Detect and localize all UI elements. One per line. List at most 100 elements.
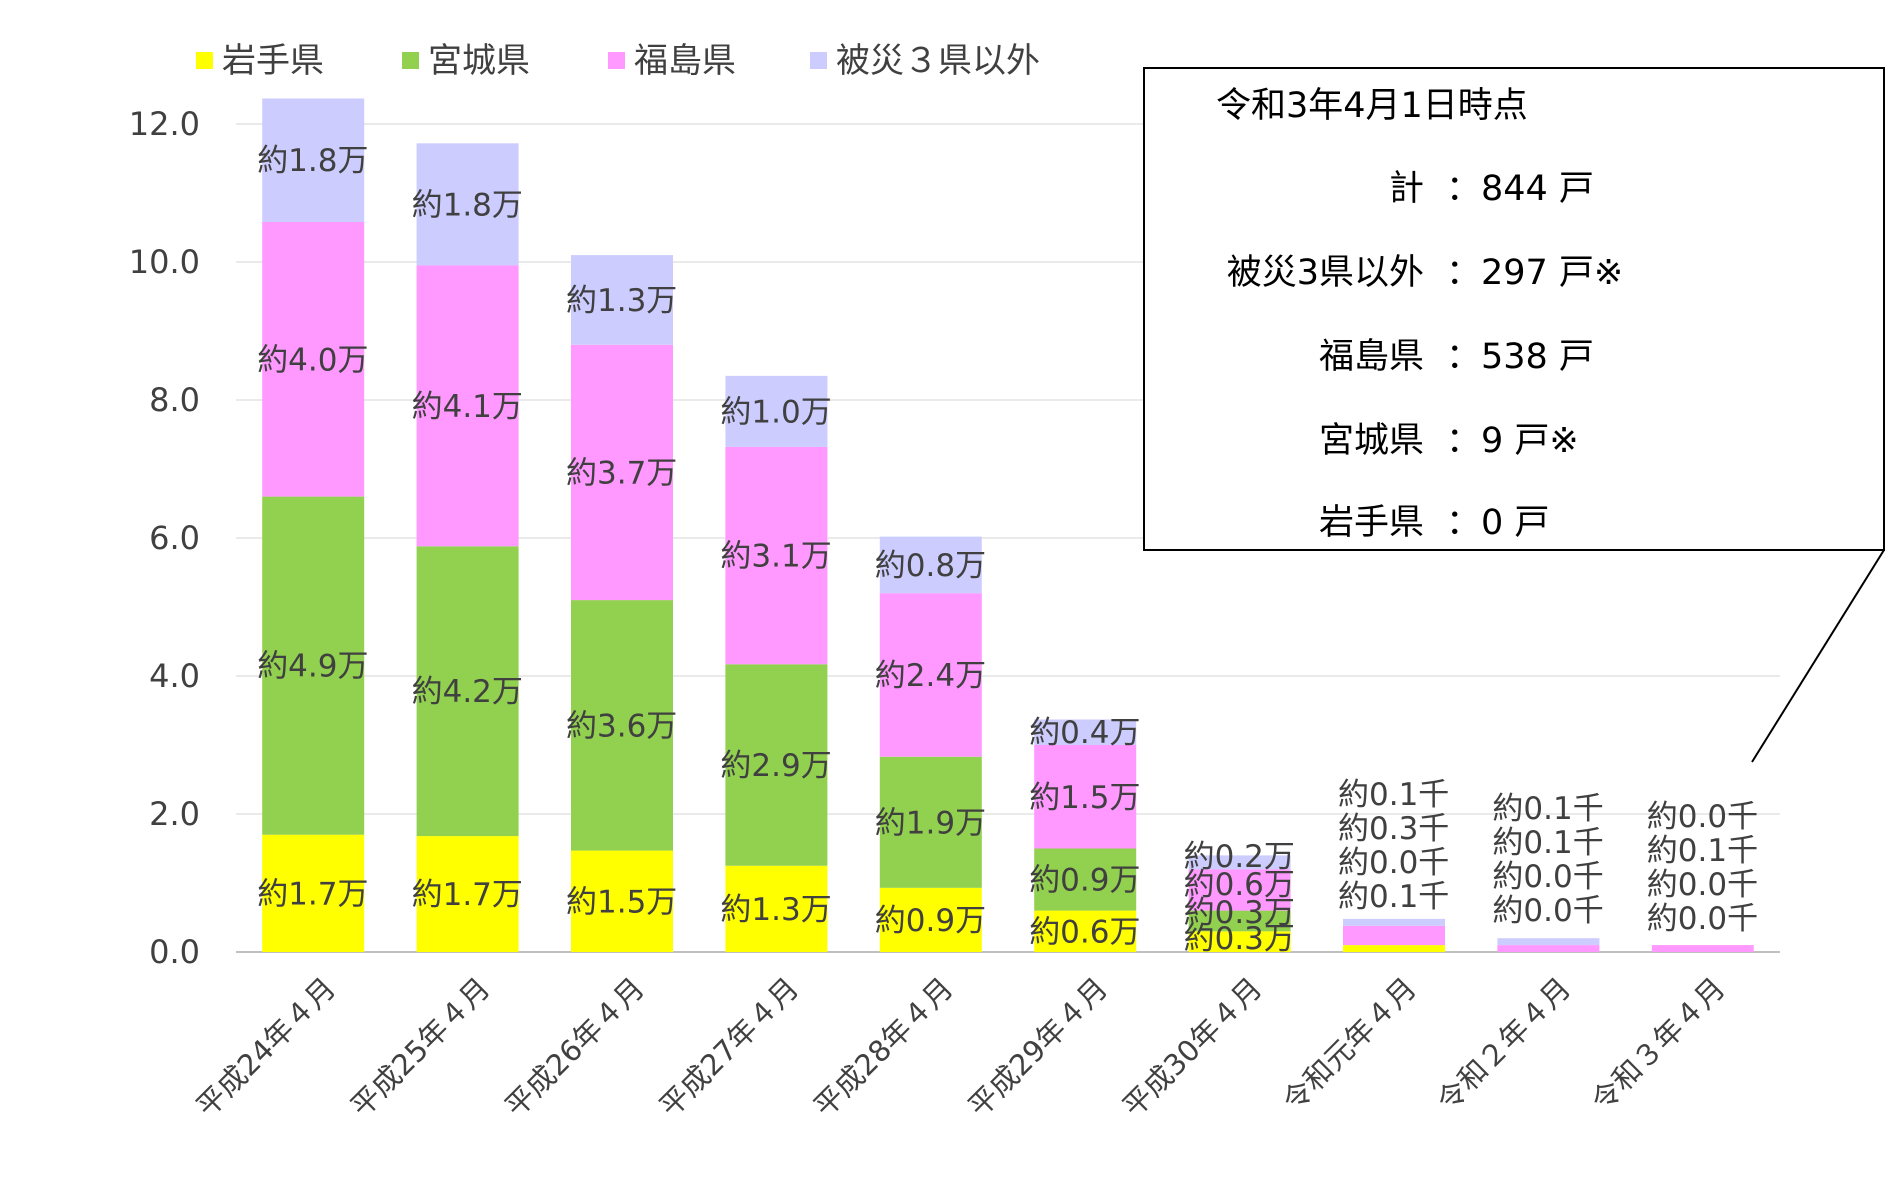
callout-row-value: ：0 戸 [1446, 503, 1549, 543]
callout-title: 令和3年4月1日時点 [1216, 86, 1528, 126]
data-label: 約1.3万 [566, 283, 677, 319]
bar-segment [725, 446, 828, 665]
y-tick-label: 10.0 [129, 243, 200, 281]
callout-row-value: ：9 戸※ [1446, 421, 1579, 461]
bar-segment [1651, 945, 1754, 952]
x-tick-label: 令和元年４月 [1276, 971, 1423, 1118]
y-tick-label: 12.0 [129, 105, 200, 143]
x-tick-label: 平成25年４月 [344, 971, 497, 1124]
data-label: 約0.1千 [1492, 825, 1603, 861]
bar-segment [416, 546, 519, 837]
y-tick-label: 2.0 [149, 795, 200, 833]
bar-segment [416, 836, 519, 952]
callout-row-value: ：538 戸 [1446, 337, 1594, 377]
bar-segment [1343, 945, 1445, 952]
data-label: 約0.3千 [1338, 811, 1449, 847]
bar-segment [1034, 910, 1137, 952]
callout-row-label: 被災3県以外 [1227, 253, 1424, 293]
data-label: 約0.6万 [1184, 867, 1295, 903]
callout-row-value: ：844 戸 [1446, 169, 1594, 209]
bar-segment [1497, 945, 1600, 952]
bar-segment [1188, 869, 1291, 911]
bar-segment [416, 143, 519, 266]
legend-swatch [402, 52, 419, 69]
bar-segment [1188, 931, 1291, 952]
bar-segment [1343, 925, 1445, 946]
legend-swatch [196, 52, 213, 69]
callout-frame [1143, 67, 1885, 551]
bar-segment [1188, 855, 1291, 870]
legend-label: 岩手県 [222, 41, 324, 81]
data-label: 約4.9万 [257, 649, 368, 685]
bar-segment [879, 593, 982, 757]
y-axis: 0.0 2.0 4.0 6.0 8.0 10.0 12.0 [129, 105, 200, 971]
bar-segment [725, 664, 828, 866]
data-label: 約0.3万 [1184, 921, 1295, 957]
x-tick-label: 平成28年４月 [807, 971, 960, 1124]
data-label: 約0.6万 [1029, 914, 1140, 950]
bar-segment [262, 834, 365, 952]
data-label: 約3.1万 [720, 539, 831, 575]
data-label: 約0.1千 [1338, 879, 1449, 915]
legend-label: 宮城県 [428, 41, 530, 81]
data-label: 約2.9万 [720, 748, 831, 784]
data-label: 約0.2万 [1184, 839, 1295, 875]
bar-segment [1034, 848, 1137, 911]
y-tick-label: 6.0 [149, 519, 200, 557]
bar-segment [262, 221, 365, 497]
bar-segment [879, 756, 982, 888]
data-label: 約4.1万 [412, 389, 523, 425]
legend-label: 福島県 [634, 41, 736, 81]
data-label: 約0.1千 [1492, 791, 1603, 827]
bar-segment [879, 536, 982, 594]
x-tick-label: 令和３年４月 [1585, 971, 1732, 1118]
data-label: 約1.9万 [875, 805, 986, 841]
legend-label: 被災３県以外 [836, 41, 1040, 81]
data-label: 約0.3万 [1184, 895, 1295, 931]
data-label: 約0.0千 [1338, 845, 1449, 881]
legend-swatch [810, 52, 827, 69]
data-label: 約0.0千 [1647, 867, 1758, 903]
data-label: 約0.9万 [1029, 863, 1140, 899]
x-tick-label: 平成26年４月 [498, 971, 651, 1124]
x-tick-label: 平成27年４月 [653, 971, 806, 1124]
bar-segment [416, 265, 519, 547]
legend: 岩手県 宮城県 福島県 被災３県以外 [196, 41, 1040, 81]
callout-row-value: ：297 戸※ [1446, 253, 1623, 293]
callout-row-label: 宮城県 [1319, 421, 1424, 461]
data-label: 約4.0万 [257, 342, 368, 378]
data-label: 約0.0千 [1647, 901, 1758, 937]
legend-swatch [608, 52, 625, 69]
data-label: 約0.0千 [1647, 799, 1758, 835]
data-label: 約0.9万 [875, 903, 986, 939]
y-tick-label: 0.0 [149, 933, 200, 971]
data-label: 約0.8万 [875, 548, 986, 584]
bars [262, 98, 1754, 952]
data-label: 約3.7万 [566, 455, 677, 491]
data-label: 約1.5万 [1029, 780, 1140, 816]
x-tick-label: 平成30年４月 [1116, 971, 1269, 1124]
x-tick-label: 平成24年４月 [189, 971, 342, 1124]
data-label: 約0.4万 [1029, 715, 1140, 751]
bar-segment [571, 344, 673, 601]
bar-segment [1188, 910, 1291, 932]
bar-segment [879, 887, 982, 952]
callout-row-label: 福島県 [1319, 337, 1424, 377]
bar-segment [262, 496, 365, 835]
data-label: 約2.4万 [875, 658, 986, 694]
x-tick-label: 令和２年４月 [1430, 971, 1577, 1118]
bar-segment [725, 375, 828, 447]
x-axis: 平成24年４月 平成25年４月 平成26年４月 平成27年４月 平成28年４月 平成29年… [189, 971, 1731, 1124]
bar-segment [725, 865, 828, 952]
data-label: 約0.1千 [1647, 833, 1758, 869]
y-tick-label: 8.0 [149, 381, 200, 419]
bar-segment [1497, 938, 1600, 946]
data-label: 約0.0千 [1492, 859, 1603, 895]
data-label: 約4.2万 [412, 674, 523, 710]
bar-segment [1343, 918, 1445, 926]
data-label: 約1.5万 [566, 884, 677, 920]
bar-segment [262, 98, 365, 222]
